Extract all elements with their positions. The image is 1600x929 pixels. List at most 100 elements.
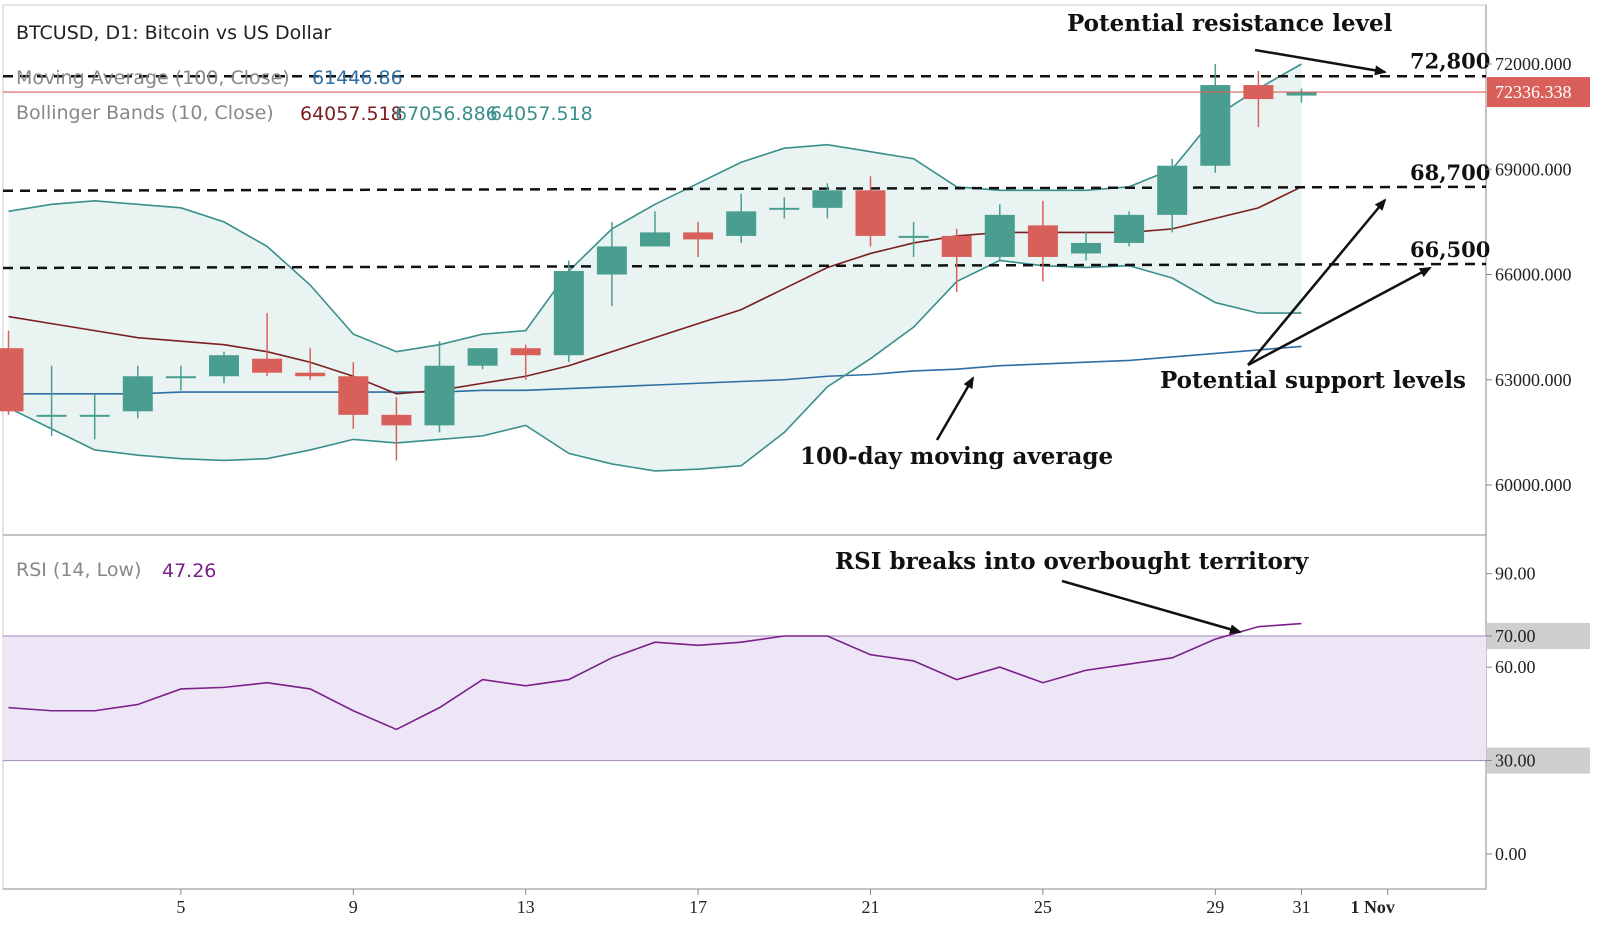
rsi-level-tag [1487, 747, 1590, 774]
rsi-line [8, 622, 1302, 731]
chart-title: BTCUSD, D1: Bitcoin vs US Dollar [16, 22, 331, 44]
candle[interactable] [338, 362, 369, 429]
candle[interactable] [1114, 211, 1145, 247]
candle[interactable] [1027, 200, 1058, 282]
price-tick-label: 66000.000 [1495, 265, 1572, 285]
candle[interactable] [209, 351, 239, 384]
price-tick-label: 72000.000 [1495, 54, 1572, 74]
candle[interactable] [0, 330, 24, 415]
time-tick-label: 21 [862, 897, 880, 917]
candle-body [79, 414, 110, 417]
candle[interactable] [510, 344, 541, 380]
candle[interactable] [1157, 158, 1188, 233]
ma-legend-label: Moving Average (100, Close) [16, 67, 290, 89]
candle[interactable] [726, 193, 757, 243]
candle[interactable] [467, 348, 498, 370]
level-line-2 [2, 262, 1487, 270]
candle[interactable] [984, 204, 1015, 261]
candle[interactable] [79, 393, 110, 440]
bb-legend-mid: 64057.518 [300, 103, 403, 125]
rsi-arrow [1061, 579, 1242, 635]
resistance-arrow [1254, 48, 1387, 76]
candle[interactable] [683, 221, 714, 257]
candle[interactable] [295, 348, 326, 380]
candle-body [640, 232, 670, 247]
current-price-tag [1487, 77, 1590, 108]
time-tick-label: 31 [1293, 897, 1311, 917]
bollinger-upper-line [8, 63, 1302, 353]
candle-body [381, 414, 412, 426]
annotation-support: Potential support levels [1160, 367, 1466, 394]
candle-body [769, 207, 800, 210]
candle[interactable] [381, 397, 412, 461]
candle-body [510, 348, 541, 356]
rsi-tick-label: 90.00 [1495, 564, 1536, 584]
candle-body [1200, 85, 1231, 166]
candle-body [122, 376, 153, 412]
candle[interactable] [1200, 64, 1231, 173]
level-label-1: 68,700 [1410, 160, 1490, 185]
ma-arrow [935, 376, 975, 441]
candle[interactable] [1286, 88, 1317, 103]
candle[interactable] [855, 176, 886, 247]
candle-body [1114, 214, 1145, 243]
candle-body [898, 235, 929, 238]
rsi-legend-value: 47.26 [162, 560, 216, 582]
price-tick-label: 63000.000 [1495, 370, 1572, 390]
price-tick-label: 60000.000 [1495, 475, 1572, 495]
annotation-rsi: RSI breaks into overbought territory [835, 548, 1309, 575]
ma-100-line [8, 345, 1302, 395]
bb-legend-lower: 64057.518 [490, 103, 593, 125]
rsi-legend-label: RSI (14, Low) [16, 559, 141, 581]
candle-body [941, 235, 972, 257]
candle-body [553, 270, 584, 356]
candle-body [209, 355, 239, 377]
level-label-2: 66,500 [1410, 237, 1490, 262]
candle[interactable] [640, 211, 670, 247]
candle-body [812, 190, 843, 208]
candle-body [683, 232, 714, 240]
bb-legend-label: Bollinger Bands (10, Close) [16, 102, 274, 124]
candle-body [467, 348, 498, 366]
rsi-tick-label: 60.00 [1495, 657, 1536, 677]
time-tick-label: 25 [1034, 897, 1052, 917]
candle-body [0, 348, 24, 412]
candle[interactable] [36, 365, 67, 436]
candle-body [726, 211, 757, 236]
candle[interactable] [812, 183, 843, 219]
candle[interactable] [553, 260, 584, 363]
support-arrow-lower [1247, 266, 1432, 367]
time-tick-label: 9 [349, 897, 358, 917]
support-arrow-upper [1247, 198, 1387, 366]
candle[interactable] [769, 197, 800, 219]
bollinger-band-fill [8, 64, 1302, 471]
candle-body [165, 376, 196, 379]
candle[interactable] [1071, 232, 1101, 261]
candle[interactable] [122, 365, 153, 419]
ma-legend-value: 61446.86 [312, 67, 403, 89]
candle-body [424, 365, 455, 426]
bb-legend-upper: 67056.886 [395, 103, 498, 125]
rsi-level-tag [1487, 623, 1590, 649]
level-line-1 [2, 185, 1487, 193]
candle-body [1027, 225, 1058, 257]
candle-body [252, 358, 283, 373]
price-tick-label: 69000.000 [1495, 159, 1572, 179]
rsi-band [3, 636, 1486, 761]
candle-body [36, 414, 67, 417]
candle[interactable] [596, 221, 627, 307]
candle[interactable] [941, 228, 972, 293]
candle[interactable] [424, 341, 455, 433]
annotation-ma: 100-day moving average [800, 443, 1113, 470]
candle-body [338, 376, 369, 415]
candle-body [1157, 165, 1188, 215]
candle-body [1286, 92, 1317, 96]
candle[interactable] [165, 365, 196, 391]
candle[interactable] [252, 313, 283, 377]
time-tick-label: 1 Nov [1350, 897, 1395, 917]
candle[interactable] [898, 221, 929, 257]
rsi-tick-label: 30.00 [1495, 751, 1536, 771]
bollinger-lower-line [8, 259, 1302, 472]
rsi-tick-label: 70.00 [1495, 626, 1536, 646]
